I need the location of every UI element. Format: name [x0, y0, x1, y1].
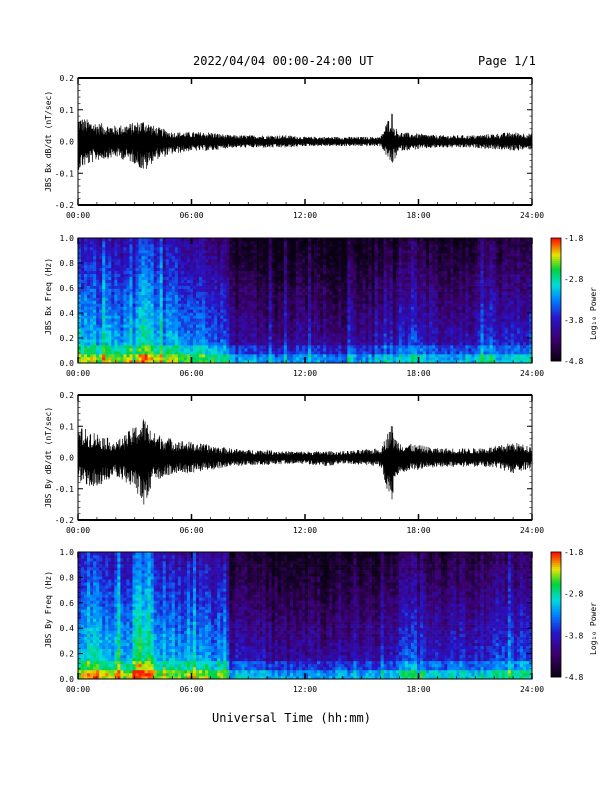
panel2-y-tick-label: 0.2	[60, 334, 75, 343]
panel2-x-tick-label: 18:00	[406, 369, 430, 378]
panel3-y-tick-label: 0.0	[60, 454, 75, 463]
panel4-colorbar-label: Log₁₀ Power	[589, 602, 598, 655]
panel2-y-label: JBS Bx Freq (Hz)	[44, 257, 53, 335]
panel2-colorbar-tick-label: -2.8	[564, 275, 583, 284]
x-axis-label: Universal Time (hh:mm)	[212, 711, 371, 725]
panel2-x-tick-label: 00:00	[66, 369, 90, 378]
panel1-y-tick-label: -0.1	[55, 169, 74, 178]
panel3-y-label: JBS By dB/dt (nT/sec)	[44, 406, 53, 508]
panel3-x-tick-label: 18:00	[406, 526, 430, 535]
panel2-colorbar-tick-label: -1.8	[564, 234, 583, 243]
panel2-x-tick-label: 06:00	[179, 369, 203, 378]
panel3-y-tick-label: 0.1	[60, 422, 75, 431]
panel4-y-label: JBS By Freq (Hz)	[44, 570, 53, 648]
panel1-y-tick-label: 0.1	[60, 106, 75, 115]
panel4-colorbar-tick-label: -3.8	[564, 631, 583, 640]
panel2-y-tick-label: 0.4	[60, 309, 75, 318]
panel4-colorbar-tick-label: -1.8	[564, 548, 583, 557]
panel4-y-tick-label: 0.0	[60, 675, 75, 684]
panel1-x-tick-label: 24:00	[520, 211, 544, 220]
panel3-series-trace	[77, 419, 533, 505]
panel1-y-tick-label: 0.2	[60, 74, 75, 83]
panel2-y-tick-label: 0.6	[60, 284, 75, 293]
panel2-colorbar-frame	[550, 237, 562, 362]
panel2-colorbar-label: Log₁₀ Power	[589, 287, 598, 340]
panel3-y-tick-label: -0.2	[55, 516, 74, 525]
panel4-colorbar-tick-label: -4.8	[564, 673, 583, 682]
panel3-x-tick-label: 12:00	[293, 526, 317, 535]
panel4-y-tick-label: 1.0	[60, 548, 75, 557]
panel2-x-tick-label: 24:00	[520, 369, 544, 378]
panel3-x-tick-label: 00:00	[66, 526, 90, 535]
panel4-colorbar	[551, 552, 561, 678]
panel2-y-tick-label: 1.0	[60, 234, 75, 243]
panel1-x-tick-label: 06:00	[179, 211, 203, 220]
panel1-x-tick-label: 12:00	[293, 211, 317, 220]
panel4-y-tick-label: 0.8	[60, 573, 75, 582]
panel4-colorbar-frame	[550, 551, 562, 678]
panel1-y-label: JBS Bx dB/dt (nT/sec)	[44, 90, 53, 192]
panel4-x-tick-label: 12:00	[293, 685, 317, 694]
panel2-colorbar	[551, 238, 561, 362]
panel2-colorbar-tick-label: -3.8	[564, 316, 583, 325]
panel3-x-tick-label: 06:00	[179, 526, 203, 535]
panel1-y-tick-label: -0.2	[55, 201, 74, 210]
panel4-colorbar-tick-label: -2.8	[564, 590, 583, 599]
panel1-x-tick-label: 18:00	[406, 211, 430, 220]
panel3-x-tick-label: 24:00	[520, 526, 544, 535]
panel4-y-tick-label: 0.4	[60, 624, 75, 633]
panel1-y-tick-label: 0.0	[60, 138, 75, 147]
panel4-x-tick-label: 18:00	[406, 685, 430, 694]
panel3-y-tick-label: -0.1	[55, 485, 74, 494]
panel3-y-tick-label: 0.2	[60, 391, 75, 400]
panel1-x-tick-label: 00:00	[66, 211, 90, 220]
panel4-x-tick-label: 00:00	[66, 685, 90, 694]
panel2-y-tick-label: 0.0	[60, 359, 75, 368]
panel4-spectrogram	[78, 552, 533, 680]
panel2-colorbar-tick-label: -4.8	[564, 357, 583, 366]
panel2-y-tick-label: 0.8	[60, 259, 75, 268]
panel4-x-tick-label: 06:00	[179, 685, 203, 694]
page-number: Page 1/1	[478, 54, 536, 68]
panel1-series-trace	[77, 113, 533, 170]
page-title: 2022/04/04 00:00-24:00 UT	[193, 54, 374, 68]
panel4-y-tick-label: 0.2	[60, 650, 75, 659]
panel2-spectrogram	[78, 238, 533, 364]
panel4-x-tick-label: 24:00	[520, 685, 544, 694]
panel2-x-tick-label: 12:00	[293, 369, 317, 378]
panel4-y-tick-label: 0.6	[60, 599, 75, 608]
